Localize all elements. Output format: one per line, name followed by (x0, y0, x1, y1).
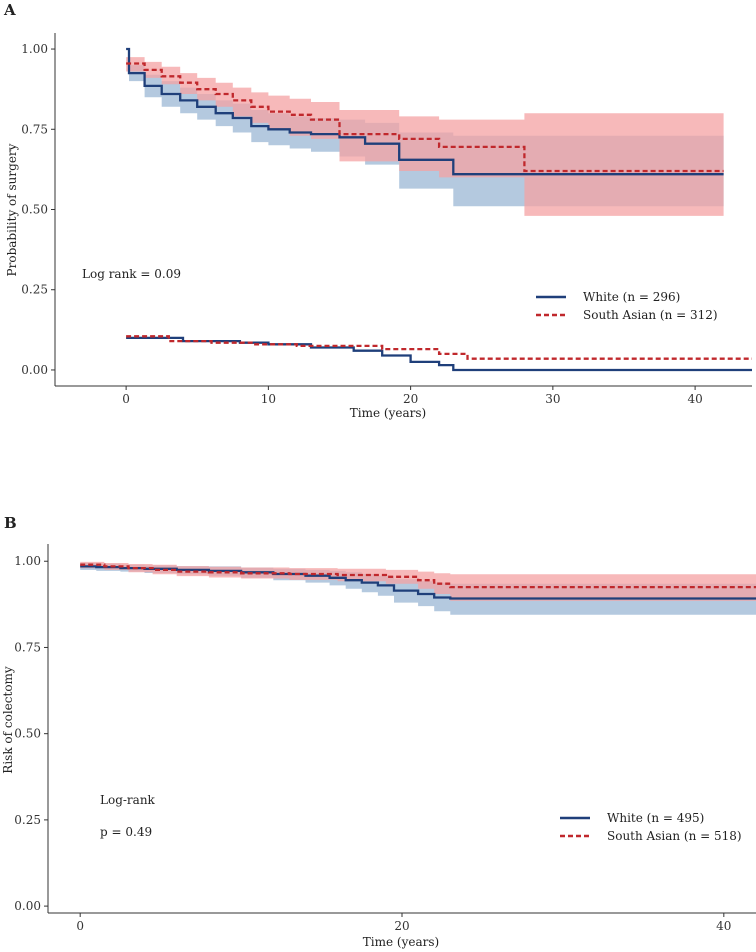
x-tick-label: 40 (687, 392, 702, 406)
y-tick-label: 1.00 (21, 42, 48, 56)
ci-band-a-south-asian-1 (126, 57, 724, 216)
panel-a-logrank-annotation: Log rank = 0.09 (82, 267, 181, 281)
legend-b-white-label: White (n = 495) (607, 811, 704, 825)
km-curve-a-south-asian-3 (126, 335, 752, 360)
y-tick-label: 0.75 (14, 640, 41, 654)
x-tick-label: 10 (261, 392, 276, 406)
legend-a-white-label: White (n = 296) (583, 290, 680, 304)
km-curve-b-south-asian-1 (80, 563, 756, 589)
panel-a-x-ticks: 0 10 20 30 40 (122, 386, 703, 406)
panel-b-curves (80, 563, 756, 600)
panel-a-legend: White (n = 296) South Asian (n = 312) (536, 290, 718, 322)
panel-b-y-axis-title: Risk of colectomy (1, 666, 15, 774)
y-tick-label: 1.00 (14, 554, 41, 568)
panel-b-x-ticks: 0 20 40 (76, 913, 731, 933)
y-tick-label: 0.75 (21, 122, 48, 136)
panel-b-legend: White (n = 495) South Asian (n = 518) (560, 811, 742, 843)
panel-a: A 0 10 20 30 40 0.00 0.25 0.50 0.75 1.00 Time (y… (3, 1, 752, 420)
x-tick-label: 30 (545, 392, 560, 406)
panel-b-logrank-annotation: Log-rank (100, 793, 156, 807)
panel-a-y-ticks: 0.00 0.25 0.50 0.75 1.00 (21, 42, 55, 377)
x-tick-label: 20 (403, 392, 418, 406)
legend-a-south-asian-label: South Asian (n = 312) (583, 308, 718, 322)
panel-b-label: B (4, 514, 17, 532)
y-tick-label: 0.50 (14, 727, 41, 741)
km-curve-a-white-2 (126, 336, 752, 372)
km-curve-a-white-0 (126, 47, 724, 176)
panel-b-p-value: p = 0.49 (100, 825, 152, 839)
panel-b-y-ticks: 0.00 0.25 0.50 0.75 1.00 (14, 554, 48, 913)
y-tick-label: 0.25 (14, 813, 41, 827)
panel-a-y-axis-title: Probability of surgery (5, 143, 19, 276)
panel-a-label: A (3, 1, 16, 19)
y-tick-label: 0.00 (21, 363, 48, 377)
y-tick-label: 0.00 (14, 899, 41, 913)
panel-a-x-axis-title: Time (years) (350, 406, 426, 420)
km-curve-a-south-asian-1 (126, 62, 724, 173)
panel-a-confidence-bands (126, 49, 724, 216)
y-tick-label: 0.25 (21, 283, 48, 297)
panel-b: B 0 20 40 0.00 0.25 0.50 0.75 1.00 Time (years… (1, 514, 756, 949)
x-tick-label: 20 (394, 919, 409, 933)
x-tick-label: 0 (122, 392, 130, 406)
legend-b-south-asian-label: South Asian (n = 518) (607, 829, 742, 843)
panel-b-x-axis-title: Time (years) (363, 935, 439, 949)
x-tick-label: 40 (716, 919, 731, 933)
x-tick-label: 0 (76, 919, 84, 933)
y-tick-label: 0.50 (21, 203, 48, 217)
panel-a-curves (126, 47, 752, 372)
